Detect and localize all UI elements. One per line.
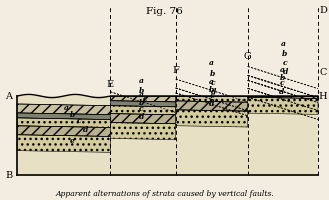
Text: d: d (83, 126, 89, 134)
Polygon shape (110, 96, 176, 102)
Text: c: c (139, 105, 144, 113)
Polygon shape (248, 96, 318, 175)
Polygon shape (17, 113, 110, 120)
Polygon shape (17, 104, 110, 115)
Text: a: a (139, 77, 144, 85)
Text: b: b (209, 86, 215, 94)
Text: E: E (107, 80, 114, 89)
Text: d: d (139, 113, 144, 121)
Text: b: b (139, 87, 144, 95)
Text: B: B (5, 171, 13, 180)
Polygon shape (17, 126, 110, 136)
Polygon shape (176, 101, 248, 111)
Text: c: c (77, 117, 82, 125)
Text: b: b (282, 50, 287, 58)
Text: a: a (209, 59, 214, 67)
Text: d: d (283, 68, 289, 76)
Polygon shape (176, 96, 248, 102)
Polygon shape (110, 106, 176, 115)
Text: a: a (63, 104, 69, 112)
Text: c: c (283, 59, 288, 67)
Text: c: c (211, 79, 215, 87)
Polygon shape (17, 118, 110, 128)
Text: e: e (70, 137, 75, 145)
Text: b: b (279, 74, 285, 82)
Text: d: d (211, 88, 217, 96)
Text: a: a (209, 78, 214, 86)
Polygon shape (248, 97, 318, 114)
Text: a: a (280, 66, 285, 74)
Text: Apparent alternations of strata caused by vertical faults.: Apparent alternations of strata caused b… (55, 190, 274, 198)
Polygon shape (176, 110, 248, 127)
Polygon shape (110, 123, 176, 140)
Text: b: b (210, 70, 215, 78)
Text: b: b (139, 99, 144, 107)
Text: D: D (319, 6, 327, 15)
Polygon shape (176, 96, 248, 175)
Text: F: F (172, 66, 179, 75)
Text: H: H (318, 92, 327, 101)
Text: c: c (209, 92, 214, 100)
Text: A: A (5, 92, 13, 101)
Polygon shape (17, 96, 110, 175)
Text: d: d (279, 88, 285, 96)
Text: a: a (139, 91, 144, 99)
Polygon shape (248, 96, 318, 99)
Text: c: c (280, 79, 284, 87)
Polygon shape (17, 135, 110, 152)
Text: c: c (142, 95, 147, 103)
Text: G: G (244, 52, 252, 61)
Text: a: a (281, 40, 286, 48)
Text: b: b (70, 111, 75, 119)
Polygon shape (110, 114, 176, 124)
Polygon shape (110, 101, 176, 107)
Text: d: d (209, 100, 215, 108)
Text: Fig. 76: Fig. 76 (146, 7, 183, 16)
Text: C: C (319, 68, 327, 77)
Polygon shape (110, 96, 176, 175)
